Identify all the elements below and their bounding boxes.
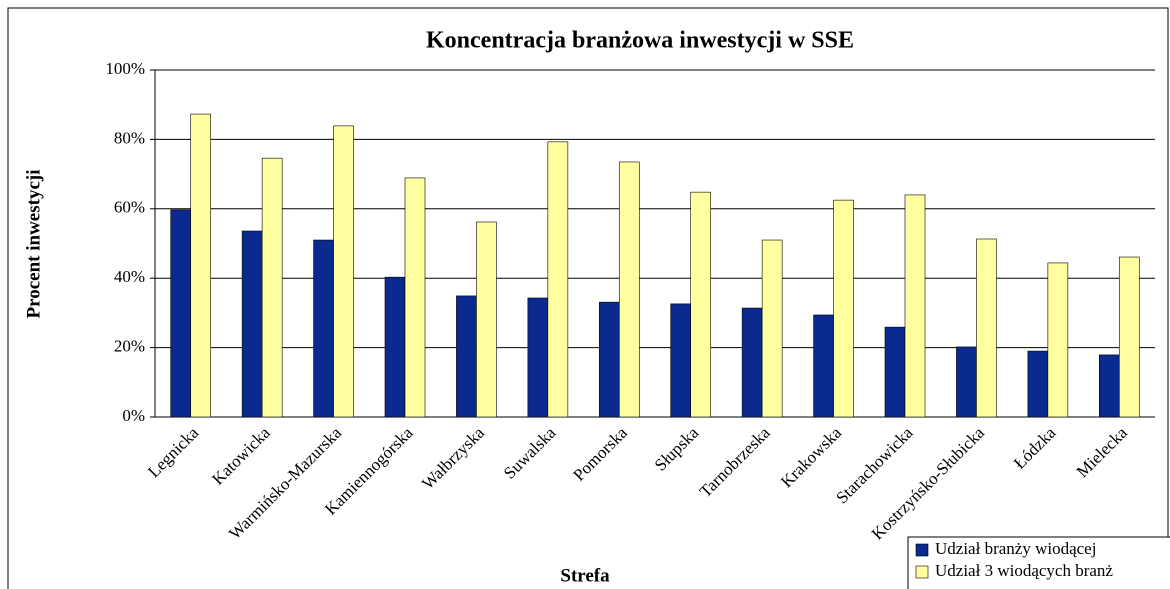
bar: [1118, 256, 1140, 418]
legend-box: [907, 536, 1170, 589]
bar: [690, 191, 712, 418]
x-axis-title: Strefa: [560, 565, 610, 586]
y-tick-label: 0%: [122, 406, 145, 425]
y-tick-label: 100%: [105, 59, 145, 78]
bar: [333, 125, 354, 418]
bar: [404, 177, 426, 418]
chart-title: Koncentracja branżowa inwestycji w SSE: [426, 28, 854, 54]
bar: [384, 276, 406, 418]
bar: [1027, 350, 1049, 418]
bar: [476, 221, 497, 418]
y-tick-label: 60%: [114, 198, 145, 217]
bar: [456, 295, 477, 418]
bar: [1047, 262, 1069, 418]
bar: [313, 239, 334, 418]
bar: [261, 157, 283, 418]
legend-swatch: [915, 543, 929, 557]
bar: [976, 238, 997, 418]
bar: [741, 307, 763, 418]
plot-area: [155, 70, 1155, 417]
bar: [527, 297, 549, 418]
legend-label: Udział 3 wiodących branż: [935, 561, 1113, 580]
bar: [956, 346, 977, 418]
bar: [241, 230, 263, 418]
bar: [598, 301, 620, 418]
y-axis-title: Procent inwestycji: [23, 170, 44, 319]
bar: [1098, 354, 1120, 418]
y-tick-label: 20%: [114, 337, 145, 356]
bar: [170, 209, 192, 418]
legend-label: Udział branży wiodącej: [935, 539, 1096, 558]
y-tick-label: 80%: [114, 128, 145, 147]
bar: [884, 326, 906, 418]
bar: [618, 161, 640, 418]
bar: [547, 141, 569, 418]
bar: [833, 199, 854, 418]
bar: [761, 239, 783, 418]
bar: [813, 314, 834, 418]
bar: [904, 194, 926, 418]
bar: [190, 113, 212, 418]
y-tick-label: 40%: [114, 267, 145, 286]
bar: [670, 303, 692, 418]
legend-swatch: [915, 565, 929, 579]
